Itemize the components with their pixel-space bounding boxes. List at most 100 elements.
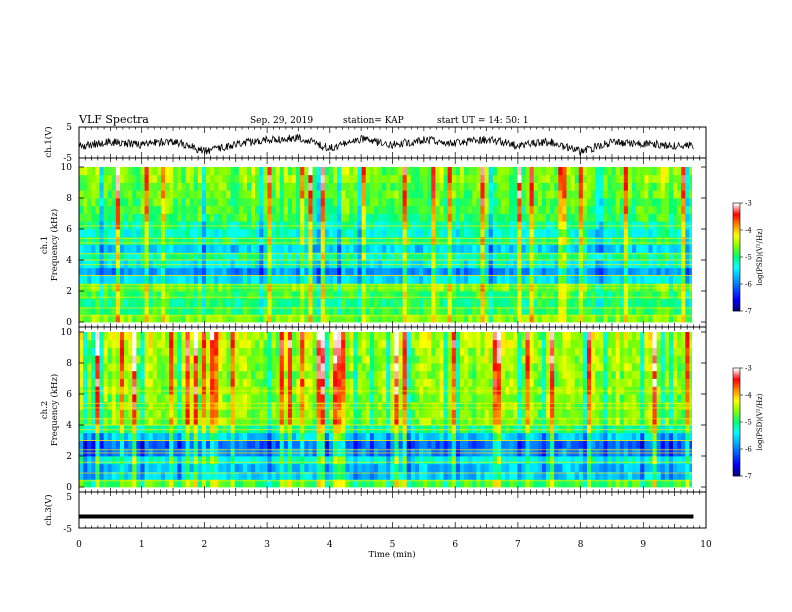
spectrogram-cell (152, 244, 158, 253)
spectrogram-cell (398, 252, 404, 261)
spectrogram-cell (255, 221, 260, 230)
spectrogram-cell (550, 417, 555, 426)
spectrogram-cell (464, 401, 469, 410)
spectrogram-cell (627, 275, 633, 284)
spectrogram-cell (255, 456, 260, 465)
spectrogram-cell (517, 267, 522, 276)
spectrogram-cell (599, 394, 604, 403)
spectrogram-cell (533, 190, 539, 199)
spectrogram-cell (595, 456, 600, 465)
spectrogram-cell (574, 260, 580, 269)
spectrogram-cell (140, 417, 145, 426)
spectrogram-cell (332, 471, 338, 480)
spectrogram-cell (296, 440, 301, 449)
spectrogram-cell (218, 432, 223, 441)
spectrogram-cell (378, 298, 383, 307)
spectrogram-cell (611, 236, 617, 245)
spectrogram-cell (586, 267, 592, 276)
spectrogram-cell (513, 182, 518, 191)
spectrogram-cell (558, 174, 563, 183)
spectrogram-cell (95, 244, 100, 253)
spectrogram-cell (627, 409, 633, 418)
spectrogram-cell (689, 198, 694, 207)
spectrogram-cell (459, 229, 465, 238)
spectrogram-cell (193, 425, 199, 434)
spectrogram-cell (636, 205, 641, 214)
spectrogram-cell (541, 456, 547, 465)
spectrogram-cell (529, 479, 535, 488)
spectrogram-cell (210, 386, 215, 395)
spectrogram-cell (431, 260, 436, 269)
spectrogram-cell (652, 236, 657, 245)
spectrogram-cell (328, 260, 334, 269)
spectrogram-cell (136, 236, 141, 245)
spectrogram-cell (369, 244, 375, 253)
spectrogram-cell (419, 401, 424, 410)
spectrogram-cell (259, 479, 264, 488)
spectrogram-cell (201, 260, 207, 269)
spectrogram-cell (144, 275, 150, 284)
spectrogram-cell (361, 409, 367, 418)
spectrogram-cell (640, 190, 645, 199)
spectrogram-cell (132, 409, 137, 418)
spectrogram-cell (652, 386, 657, 395)
spectrogram-cell (320, 298, 326, 307)
spectrogram-cell (99, 291, 104, 300)
spectrogram-cell (509, 244, 514, 253)
spectrogram-cell (177, 298, 182, 307)
spectrogram-cell (586, 401, 592, 410)
spectrogram-cell (464, 283, 469, 292)
spectrogram-cell (619, 252, 625, 261)
spectrogram-cell (578, 298, 584, 307)
spectrogram-cell (558, 260, 563, 269)
spectrogram-cell (668, 463, 674, 472)
spectrogram-cell (439, 401, 444, 410)
spectrogram-cell (230, 267, 236, 276)
spectrogram-cell (681, 463, 686, 472)
spectrogram-cell (447, 394, 453, 403)
spectrogram-cell (148, 275, 154, 284)
spectrogram-cell (423, 252, 428, 261)
spectrogram-cell (292, 479, 297, 488)
spectrogram-cell (160, 167, 166, 176)
spectrogram-cell (300, 401, 305, 410)
spectrogram-cell (529, 198, 535, 207)
spectrogram-cell (656, 190, 662, 199)
spectrogram-cell (132, 386, 137, 395)
spectrogram-cell (574, 198, 580, 207)
spectrogram-cell (119, 432, 125, 441)
spectrogram-cell (513, 236, 518, 245)
spectrogram-cell (677, 479, 682, 488)
spectrogram-cell (578, 190, 584, 199)
spectrogram-cell (554, 314, 559, 323)
spectrogram-cell (341, 440, 346, 449)
spectrogram-cell (533, 306, 539, 315)
spectrogram-cell (636, 275, 641, 284)
spectrogram-cell (95, 378, 100, 387)
spectrogram-cell (513, 417, 518, 426)
spectrogram-cell (578, 244, 584, 253)
spectrogram-cell (177, 283, 182, 292)
spectrogram-cell (414, 283, 420, 292)
spectrogram-cell (238, 409, 244, 418)
spectrogram-cell (267, 456, 272, 465)
spectrogram-cell (652, 267, 657, 276)
spectrogram-cell (529, 182, 535, 191)
spectrogram-cell (525, 236, 531, 245)
spectrogram-cell (353, 267, 358, 276)
spectrogram-cell (402, 479, 408, 488)
spectrogram-cell (107, 267, 113, 276)
spectrogram-cell (480, 298, 485, 307)
spectrogram-cell (386, 432, 391, 441)
spectrogram-cell (427, 314, 432, 323)
spectrogram-cell (537, 244, 543, 253)
spectrogram-cell (640, 409, 645, 418)
spectrogram-cell (349, 298, 354, 307)
spectrogram-cell (210, 236, 215, 245)
spectrogram-cell (332, 386, 338, 395)
spectrogram-cell (148, 432, 154, 441)
spectrogram-cell (615, 463, 621, 472)
spectrogram-cell (128, 190, 133, 199)
spectrogram-cell (300, 456, 305, 465)
spectrogram-cell (337, 409, 342, 418)
